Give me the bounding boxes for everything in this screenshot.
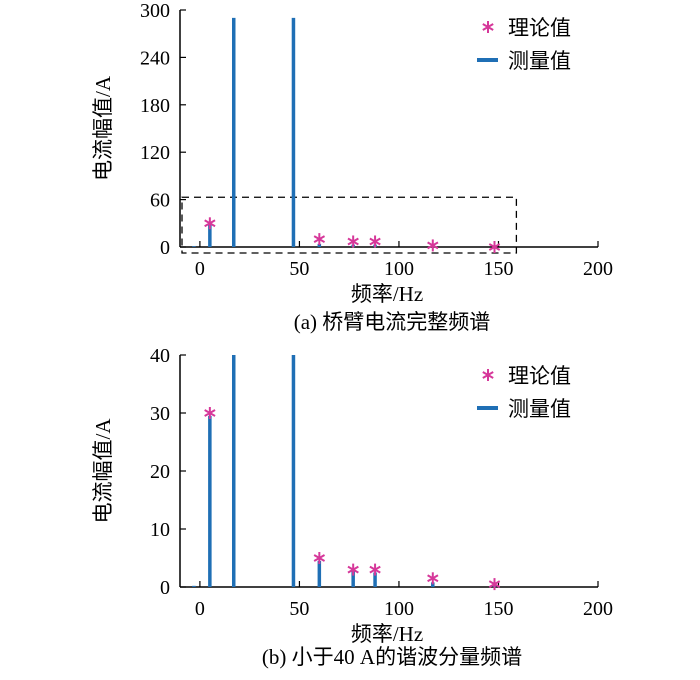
- y-tick-label: 10: [150, 519, 170, 541]
- theory-marker-stroke: [347, 565, 359, 574]
- theory-marker: [313, 233, 326, 246]
- theory-marker: [204, 407, 216, 419]
- theory-marker: [488, 241, 501, 253]
- legend-theory-label: 理论值: [508, 16, 571, 40]
- theory-marker-stroke: [204, 409, 216, 417]
- theory-marker: [204, 217, 216, 230]
- legend-measured-label: 测量值: [508, 49, 571, 73]
- theory-marker-stroke: [427, 241, 439, 250]
- y-tick-label: 0: [160, 577, 170, 599]
- theory-marker-stroke: [313, 554, 326, 562]
- legend-theory-label: 理论值: [508, 364, 571, 388]
- theory-marker-stroke: [204, 219, 216, 228]
- y-tick-label: 240: [140, 47, 170, 69]
- y-tick-label: 0: [160, 237, 170, 259]
- x-tick-label: 200: [583, 258, 613, 280]
- x-tick-label: 0: [195, 598, 205, 620]
- y-tick-label: 40: [150, 345, 170, 367]
- theory-marker-stroke: [369, 237, 381, 246]
- legend-theory-marker-stroke: [482, 23, 494, 31]
- theory-marker: [369, 563, 381, 576]
- chart-panel-b: 0 10 20 30 40 0 50 100 150 200 频率/Hz 电流幅值/A (b) 小于40…: [91, 345, 613, 669]
- x-tick-label: 0: [195, 258, 205, 280]
- legend-theory-marker: [482, 369, 494, 381]
- theory-marker: [347, 563, 359, 576]
- y-tick-label: 180: [140, 95, 170, 117]
- theory-marker-stroke: [313, 235, 326, 243]
- y-axis-label: 电流幅值/A: [91, 418, 115, 524]
- x-axis-label: 频率/Hz: [351, 622, 423, 646]
- panel-caption: (a) 桥臂电流完整频谱: [294, 310, 491, 334]
- theory-marker: [427, 239, 439, 252]
- theory-marker-stroke: [369, 565, 381, 574]
- x-tick-label: 50: [289, 598, 309, 620]
- theory-marker: [347, 235, 359, 248]
- legend-measured-label: 测量值: [508, 397, 571, 421]
- theory-marker-stroke: [427, 574, 439, 583]
- x-tick-label: 150: [483, 598, 513, 620]
- panel-caption: (b) 小于40 A的谐波分量频谱: [262, 645, 522, 669]
- y-tick-label: 60: [150, 190, 170, 212]
- legend-theory-marker: [482, 21, 494, 33]
- zoom-region-box: [181, 196, 518, 254]
- y-tick-label: 30: [150, 403, 170, 425]
- theory-marker: [369, 235, 381, 248]
- x-tick-label: 100: [384, 258, 414, 280]
- y-tick-label: 20: [150, 461, 170, 483]
- x-tick-label: 200: [583, 598, 613, 620]
- chart-panel-a: 0 60 120 180 240 300 0 50 100 150 200 频率/Hz 电流幅值/A (a…: [91, 0, 613, 334]
- theory-marker-stroke: [488, 580, 501, 588]
- y-axis-label: 电流幅值/A: [91, 75, 115, 181]
- theory-marker: [488, 578, 501, 591]
- x-axis-label: 频率/Hz: [351, 282, 423, 306]
- x-tick-label: 150: [483, 258, 513, 280]
- theory-marker: [427, 572, 439, 585]
- theory-marker-stroke: [488, 243, 501, 251]
- x-tick-label: 50: [289, 258, 309, 280]
- legend-theory-marker-stroke: [482, 371, 494, 379]
- y-tick-label: 300: [140, 0, 170, 22]
- y-tick-label: 120: [140, 142, 170, 164]
- x-tick-label: 100: [384, 598, 414, 620]
- theory-marker-stroke: [347, 237, 359, 246]
- theory-marker: [313, 552, 326, 564]
